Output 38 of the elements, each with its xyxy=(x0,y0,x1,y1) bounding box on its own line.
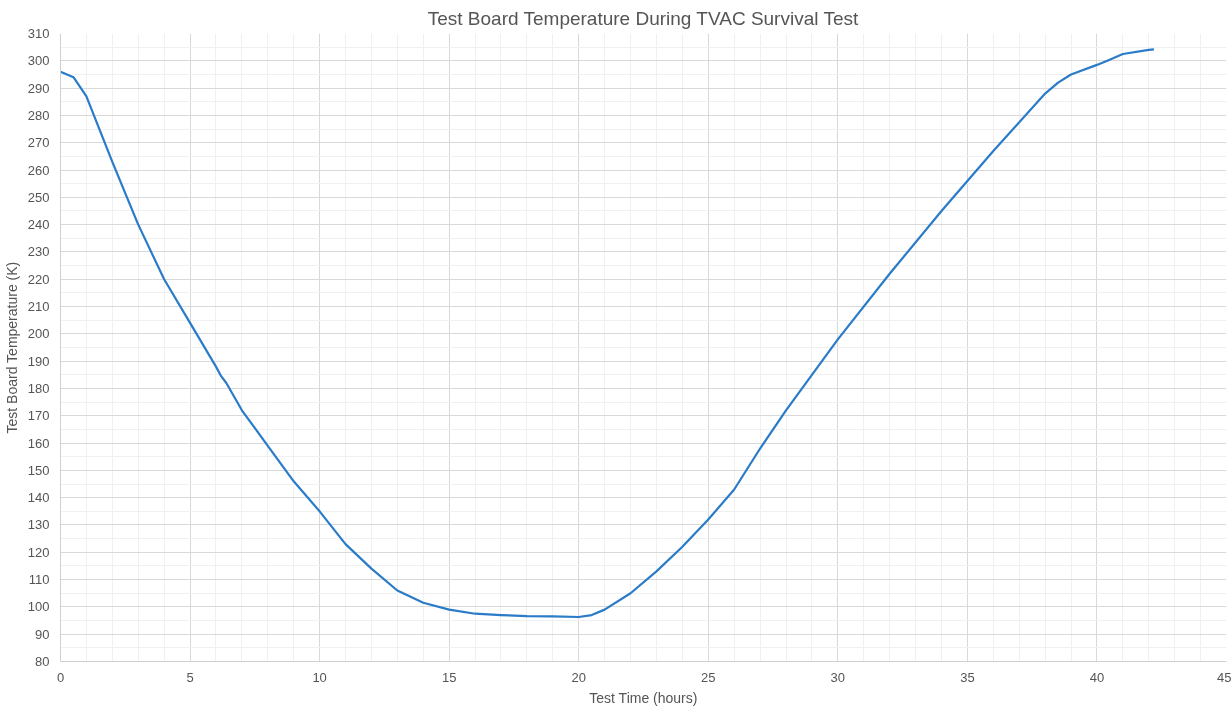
x-tick-label: 35 xyxy=(960,669,975,685)
line-series xyxy=(60,48,1156,619)
x-tick-label: 30 xyxy=(830,669,846,685)
y-tick-label: 140 xyxy=(27,490,50,506)
x-tick-label: 40 xyxy=(1089,669,1105,685)
y-tick-label: 240 xyxy=(27,217,50,233)
x-tick-label: 15 xyxy=(441,669,457,685)
y-tick-label: 220 xyxy=(27,271,50,287)
x-tick-label: 20 xyxy=(571,669,586,685)
chart-title: Test Board Temperature During TVAC Survival Test xyxy=(427,7,859,29)
x-tick-label: 45 xyxy=(1217,669,1231,685)
y-tick-label: 130 xyxy=(27,517,50,533)
y-tick-label: 250 xyxy=(27,189,50,205)
y-tick-label: 80 xyxy=(35,654,50,669)
y-tick-label: 310 xyxy=(27,26,50,41)
y-tick-label: 120 xyxy=(27,544,50,560)
x-tick-label: 0 xyxy=(56,669,65,685)
y-tick-label: 200 xyxy=(27,326,50,342)
y-tick-label: 100 xyxy=(27,599,50,615)
y-tick-label: 280 xyxy=(27,107,50,123)
y-tick-label: 90 xyxy=(35,626,50,642)
y-axis-title: Test Board Temperature (K) xyxy=(3,261,20,434)
y-tick-label: 110 xyxy=(28,572,50,588)
x-axis-title: Test Time (hours) xyxy=(589,689,698,706)
y-tick-label: 230 xyxy=(27,244,50,260)
y-tick-label: 260 xyxy=(27,162,50,178)
y-tick-label: 210 xyxy=(27,299,50,315)
y-tick-label: 190 xyxy=(27,353,50,369)
x-tick-label: 25 xyxy=(701,669,716,685)
y-tick-label: 290 xyxy=(27,80,50,96)
x-tick-label: 10 xyxy=(312,669,327,685)
y-tick-label: 170 xyxy=(27,408,50,424)
y-tick-label: 160 xyxy=(27,435,50,451)
y-tick-label: 270 xyxy=(27,135,50,151)
y-tick-label: 150 xyxy=(27,462,50,478)
y-tick-label: 180 xyxy=(27,380,50,396)
x-tick-label: 5 xyxy=(186,669,194,685)
y-tick-label: 300 xyxy=(27,53,50,69)
